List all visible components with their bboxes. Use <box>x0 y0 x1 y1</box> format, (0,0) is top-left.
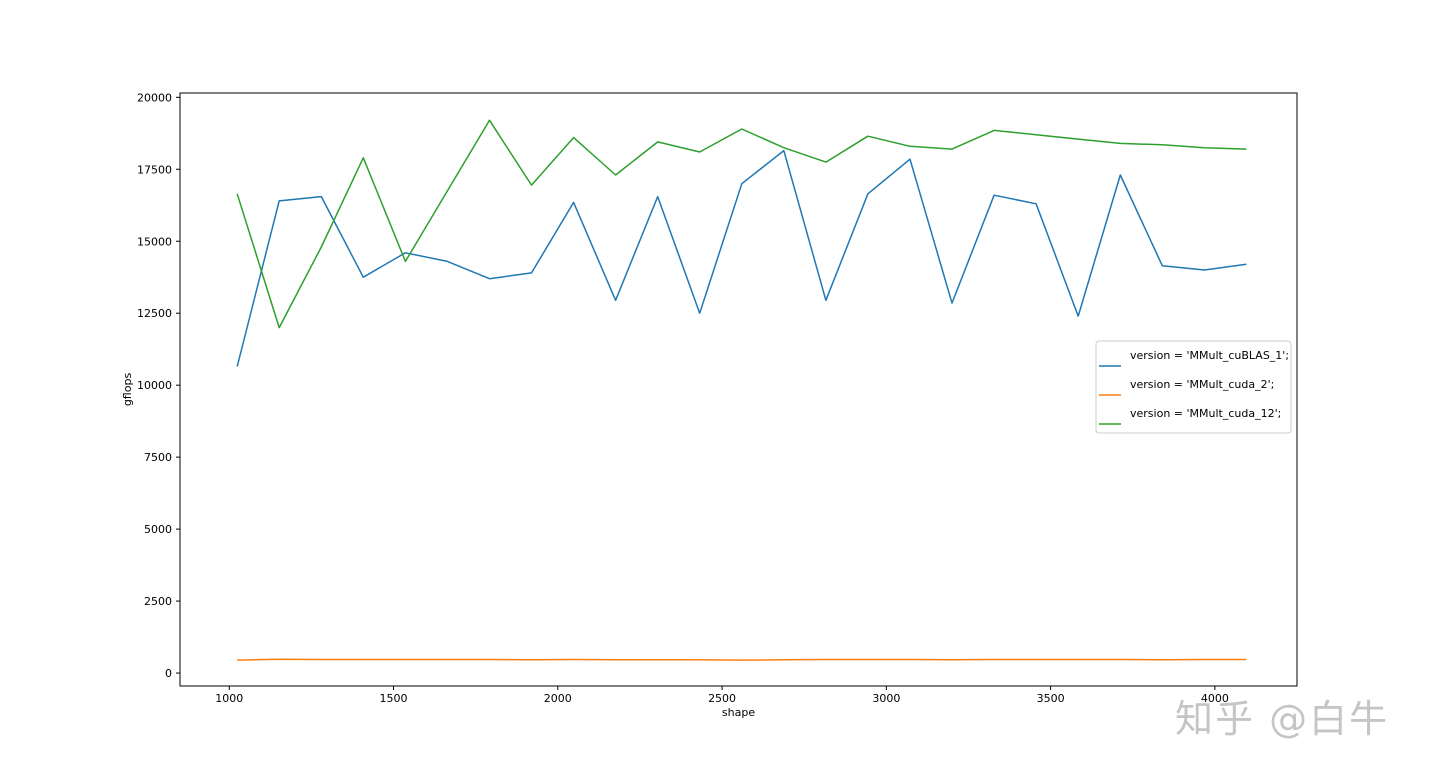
y-tick-label: 2500 <box>144 595 172 608</box>
series-line-1 <box>236 149 1247 367</box>
legend-label-1: version = 'MMult_cuBLAS_1'; <box>1130 349 1289 362</box>
y-tick-label: 5000 <box>144 523 172 536</box>
y-tick-label: 0 <box>165 667 172 680</box>
x-tick-label: 3500 <box>1037 692 1065 705</box>
legend-label-3: version = 'MMult_cuda_12'; <box>1130 407 1281 420</box>
x-tick-label: 1000 <box>215 692 243 705</box>
x-tick-label: 1500 <box>380 692 408 705</box>
x-tick-label: 3000 <box>872 692 900 705</box>
legend-label-2: version = 'MMult_cuda_2'; <box>1130 378 1274 391</box>
y-tick-label: 15000 <box>137 235 172 248</box>
series-line-3 <box>236 119 1247 329</box>
x-tick-label: 2500 <box>708 692 736 705</box>
x-tick-label: 2000 <box>544 692 572 705</box>
series-layer <box>236 119 1247 661</box>
y-tick-label: 20000 <box>137 91 172 104</box>
legend: version = 'MMult_cuBLAS_1';version = 'MM… <box>1095 340 1292 434</box>
plot-frame <box>179 92 1298 687</box>
x-axis-label: shape <box>722 706 755 719</box>
y-tick-label: 7500 <box>144 451 172 464</box>
x-tick-label: 4000 <box>1201 692 1229 705</box>
y-tick-label: 17500 <box>137 163 172 176</box>
y-axis-label: gflops <box>121 373 134 407</box>
y-axis: 0 2500 5000 7500 10000 12500 15000 17500 20000 <box>137 91 180 680</box>
x-axis: 1000 1500 2000 2500 3000 3500 4000 <box>215 686 1229 705</box>
series-line-2 <box>237 658 1247 661</box>
y-tick-label: 10000 <box>137 379 172 392</box>
y-tick-label: 12500 <box>137 307 172 320</box>
watermark: 知乎 @白牛 <box>1175 697 1390 741</box>
legend-box <box>1095 340 1292 434</box>
